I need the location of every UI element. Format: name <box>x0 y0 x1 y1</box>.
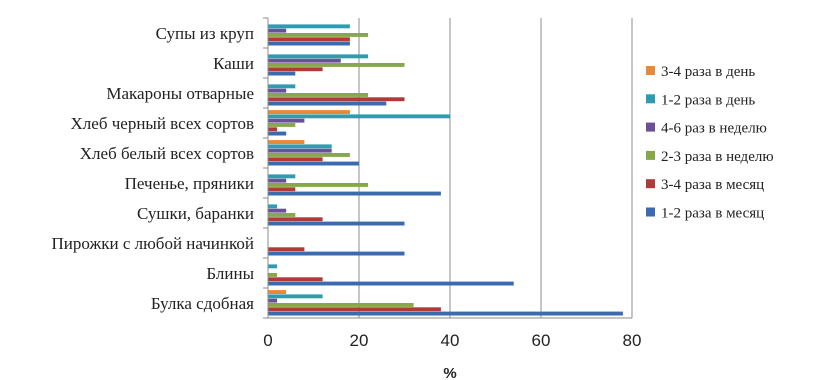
category-label: Булка сдобная <box>151 294 254 313</box>
bar <box>268 93 369 97</box>
bar <box>268 131 287 136</box>
bar <box>268 24 350 29</box>
x-tick-label: 60 <box>532 331 551 350</box>
bar <box>268 311 623 316</box>
bar <box>268 58 341 63</box>
bar <box>268 110 350 114</box>
category-label: Хлеб черный всех сортов <box>71 114 254 133</box>
legend-label: 1-2 раза в день <box>661 92 755 108</box>
category-label: Блины <box>206 264 254 283</box>
legend-swatch <box>646 94 655 104</box>
bar <box>268 114 450 119</box>
bar <box>268 153 350 157</box>
bar <box>268 290 287 294</box>
legend-label: 4-6 раз в неделю <box>661 121 767 137</box>
bar <box>268 204 278 209</box>
bar <box>268 191 441 196</box>
bars <box>268 24 623 316</box>
bar <box>268 140 305 144</box>
axes <box>263 17 632 319</box>
bar <box>268 281 514 286</box>
x-tick-label: 0 <box>263 331 272 350</box>
bar <box>268 277 323 282</box>
bar <box>268 294 323 299</box>
category-label: Пирожки с любой начинкой <box>52 234 254 253</box>
bar <box>268 28 287 33</box>
bar <box>268 178 287 183</box>
x-tick-label: 80 <box>623 331 642 350</box>
x-tick-label: 20 <box>350 331 369 350</box>
bar <box>268 307 441 312</box>
bar <box>268 187 296 192</box>
x-axis-title: % <box>443 365 456 380</box>
legend-swatch <box>646 122 655 132</box>
bar <box>268 88 287 93</box>
legend: 3-4 раза в день 1-2 раза в день 4-6 раз в … <box>646 64 774 222</box>
legend-label: 1-2 раза в месяц <box>661 206 764 222</box>
bar <box>268 247 305 252</box>
legend-swatch <box>646 207 655 217</box>
bar <box>268 221 405 226</box>
category-labels: Супы из круп Каши Макароны отварные Хлеб че… <box>52 24 255 313</box>
legend-label: 3-4 раза в день <box>661 64 755 80</box>
legend-swatch <box>646 179 655 189</box>
category-label: Хлеб белый всех сортов <box>80 144 254 163</box>
bar <box>268 208 287 213</box>
bar <box>268 37 350 42</box>
bar <box>268 264 278 269</box>
bar <box>268 161 359 166</box>
category-label: Сушки, баранки <box>137 204 254 223</box>
bar <box>268 148 332 153</box>
bar <box>268 54 369 59</box>
bar <box>268 63 405 67</box>
category-label: Супы из круп <box>156 24 254 43</box>
bar <box>268 101 387 106</box>
bar <box>268 41 350 46</box>
category-label: Макароны отварные <box>106 84 254 103</box>
bar <box>268 303 414 307</box>
bar <box>268 123 296 127</box>
bar <box>268 298 278 303</box>
bar <box>268 273 278 277</box>
bar <box>268 67 323 72</box>
bar <box>268 97 405 102</box>
bar <box>268 217 323 222</box>
grid-lines <box>358 18 633 318</box>
legend-label: 3-4 раза в месяц <box>661 177 764 193</box>
bar <box>268 174 296 179</box>
bar <box>268 251 405 256</box>
legend-label: 2-3 раза в неделю <box>661 149 774 165</box>
bar <box>268 71 296 76</box>
bar <box>268 118 305 123</box>
bar <box>268 33 369 37</box>
bar <box>268 127 278 132</box>
bar <box>268 213 296 217</box>
category-label: Каши <box>213 54 254 73</box>
bar <box>268 144 332 149</box>
bar <box>268 84 296 89</box>
x-tick-labels: 0 20 40 60 80 <box>263 331 641 350</box>
x-tick-label: 40 <box>441 331 460 350</box>
bar <box>268 183 369 187</box>
bar <box>268 157 323 162</box>
legend-swatch <box>646 150 655 160</box>
category-label: Печенье, пряники <box>125 174 254 193</box>
legend-swatch <box>646 66 655 75</box>
